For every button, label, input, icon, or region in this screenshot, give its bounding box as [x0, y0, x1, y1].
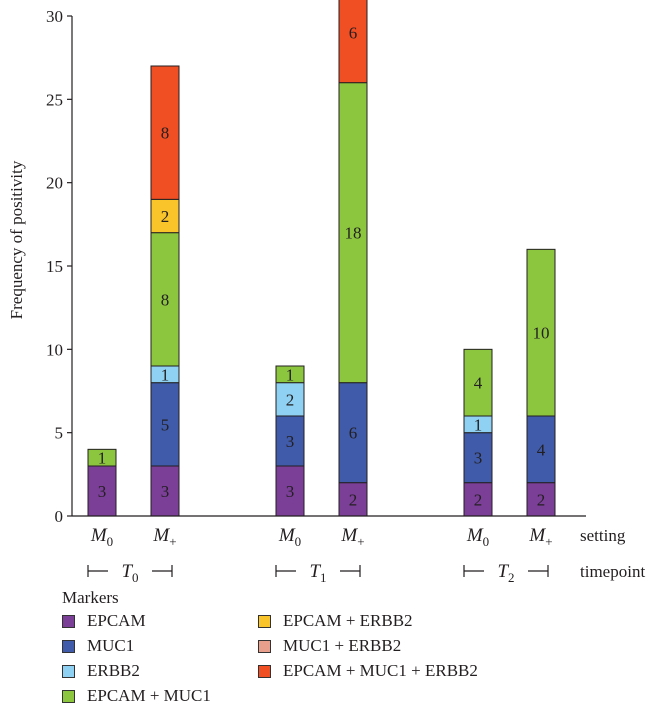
- legend-label: EPCAM + MUC1 + ERBB2: [283, 661, 478, 680]
- legend-label: EPCAM: [87, 611, 146, 630]
- y-tick-label: 10: [46, 340, 63, 359]
- bar-value-label: 2: [161, 207, 170, 226]
- x-category-label: M+: [340, 525, 364, 549]
- legend-label: EPCAM + ERBB2: [283, 611, 413, 630]
- legend-swatch: [258, 639, 271, 653]
- y-tick-label: 30: [46, 7, 63, 26]
- bar-value-label: 3: [474, 449, 483, 468]
- bar-value-label: 8: [161, 290, 170, 309]
- bar-value-label: 3: [161, 482, 170, 501]
- bar-value-label: 6: [349, 24, 358, 43]
- bar-segment: [526, 248, 556, 417]
- legend-swatch: [62, 639, 75, 653]
- bar-segment: [338, 0, 368, 84]
- bar-segment: [150, 382, 180, 467]
- bar-value-label: 18: [345, 224, 362, 243]
- y-axis-label: Frequency of positivity: [7, 160, 26, 319]
- y-tick-label: 25: [46, 90, 63, 109]
- bar-value-label: 4: [537, 440, 546, 459]
- x-axis: M0 M+ M0 M+ M0 M+ setting T0 T1 T2 timepoint: [72, 515, 645, 585]
- bar-value-label: 2: [286, 390, 295, 409]
- bar-segment: [87, 448, 117, 467]
- bar-value-label: 3: [98, 482, 107, 501]
- x-category-label: M0: [466, 525, 489, 549]
- bar-value-label: 4: [474, 374, 483, 393]
- bar-value-label: 1: [161, 365, 170, 384]
- legend-label: MUC1 + ERBB2: [283, 636, 402, 655]
- y-tick-label: 15: [46, 257, 63, 276]
- legend-swatch: [258, 614, 271, 628]
- bar-segment: [275, 465, 305, 517]
- setting-row-label: setting: [580, 526, 626, 545]
- y-tick-label: 20: [46, 174, 63, 193]
- bar-value-label: 3: [286, 482, 295, 501]
- y-tick-label: 5: [55, 424, 64, 443]
- legend-swatch: [62, 664, 75, 678]
- bar-value-label: 1: [98, 449, 107, 468]
- group-label: T0: [121, 561, 138, 585]
- bar-segment: [463, 432, 493, 484]
- group-label: T2: [497, 561, 514, 585]
- bar-segment: [463, 482, 493, 517]
- bar-value-label: 8: [161, 124, 170, 143]
- y-axis: 0 5 10 15 20 25 30: [46, 7, 73, 526]
- x-category-label: M+: [152, 525, 176, 549]
- bar-value-label: 2: [537, 490, 546, 509]
- bar-value-label: 6: [349, 424, 358, 443]
- legend-label: EPCAM + MUC1: [87, 686, 211, 705]
- bar-segment: [338, 82, 368, 384]
- legend-item: MUC1: [62, 635, 134, 657]
- bar-segment: [150, 65, 180, 200]
- legend-swatch: [258, 664, 271, 678]
- bar-value-label: 1: [286, 365, 295, 384]
- legend-swatch: [62, 689, 75, 703]
- x-category-label: M0: [278, 525, 301, 549]
- bar-value-label: 3: [286, 432, 295, 451]
- timepoint-row-label: timepoint: [580, 562, 645, 581]
- group-label: T1: [309, 561, 326, 585]
- legend-item: ERBB2: [62, 660, 140, 682]
- y-tick-label: 0: [55, 507, 64, 526]
- x-category-label: M+: [528, 525, 552, 549]
- legend-item: EPCAM + MUC1 + ERBB2: [258, 660, 478, 682]
- legend-label: MUC1: [87, 636, 135, 655]
- legend-label: ERBB2: [87, 661, 140, 680]
- bar-segment: [275, 415, 305, 467]
- bar-segment: [275, 365, 305, 384]
- bar-value-label: 2: [349, 490, 358, 509]
- bar-value-label: 10: [533, 324, 550, 343]
- legend-swatch: [62, 614, 75, 628]
- bar-segment: [463, 348, 493, 417]
- bar-value-label: 1: [474, 415, 483, 434]
- legend-item: EPCAM: [62, 610, 146, 632]
- legend-item: MUC1 + ERBB2: [258, 635, 401, 657]
- bar-value-label: 2: [474, 490, 483, 509]
- legend-title: Markers: [62, 588, 119, 607]
- bar-segment: [526, 415, 556, 484]
- bar-segment: [87, 465, 117, 517]
- legend-item: EPCAM + ERBB2: [258, 610, 413, 632]
- bar-segment: [150, 198, 180, 234]
- legend-item: EPCAM + MUC1: [62, 685, 211, 707]
- bar-value-label: 5: [161, 415, 170, 434]
- bar-segment: [526, 482, 556, 517]
- x-category-label: M0: [90, 525, 113, 549]
